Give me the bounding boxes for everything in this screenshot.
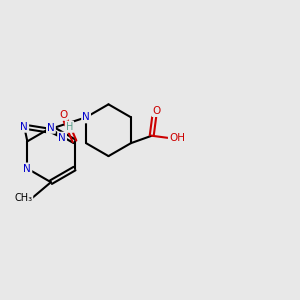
Text: O: O (59, 110, 67, 120)
Text: N: N (58, 133, 66, 143)
Text: N: N (47, 123, 55, 133)
Text: O: O (152, 106, 161, 116)
Text: CH₃: CH₃ (14, 193, 32, 203)
Text: N: N (82, 112, 90, 122)
Text: N: N (20, 122, 28, 132)
Text: N: N (23, 164, 31, 174)
Text: H: H (66, 122, 73, 132)
Text: OH: OH (169, 133, 185, 143)
